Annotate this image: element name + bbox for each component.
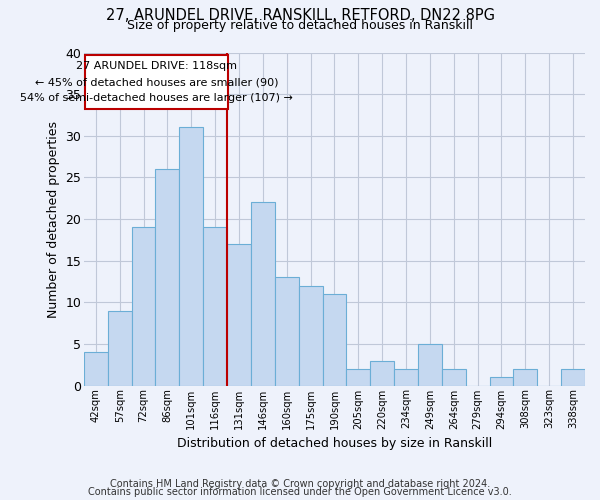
Bar <box>323 294 346 386</box>
Bar <box>442 369 466 386</box>
Bar <box>514 369 537 386</box>
Bar <box>561 369 585 386</box>
Text: 27, ARUNDEL DRIVE, RANSKILL, RETFORD, DN22 8PG: 27, ARUNDEL DRIVE, RANSKILL, RETFORD, DN… <box>106 8 494 22</box>
Bar <box>203 228 227 386</box>
Bar <box>84 352 108 386</box>
Bar <box>131 228 155 386</box>
Text: Contains HM Land Registry data © Crown copyright and database right 2024.: Contains HM Land Registry data © Crown c… <box>110 479 490 489</box>
Bar <box>346 369 370 386</box>
Bar <box>394 369 418 386</box>
Y-axis label: Number of detached properties: Number of detached properties <box>47 120 59 318</box>
Bar <box>418 344 442 386</box>
Bar <box>251 202 275 386</box>
Text: Contains public sector information licensed under the Open Government Licence v3: Contains public sector information licen… <box>88 487 512 497</box>
Bar <box>275 278 299 386</box>
Bar <box>227 244 251 386</box>
Bar <box>299 286 323 386</box>
FancyBboxPatch shape <box>85 55 228 109</box>
Text: Size of property relative to detached houses in Ranskill: Size of property relative to detached ho… <box>127 19 473 32</box>
Bar <box>490 377 514 386</box>
Bar <box>179 128 203 386</box>
Bar <box>108 310 131 386</box>
Bar <box>155 169 179 386</box>
Text: 27 ARUNDEL DRIVE: 118sqm
← 45% of detached houses are smaller (90)
54% of semi-d: 27 ARUNDEL DRIVE: 118sqm ← 45% of detach… <box>20 62 293 102</box>
Bar <box>370 360 394 386</box>
X-axis label: Distribution of detached houses by size in Ranskill: Distribution of detached houses by size … <box>177 437 492 450</box>
